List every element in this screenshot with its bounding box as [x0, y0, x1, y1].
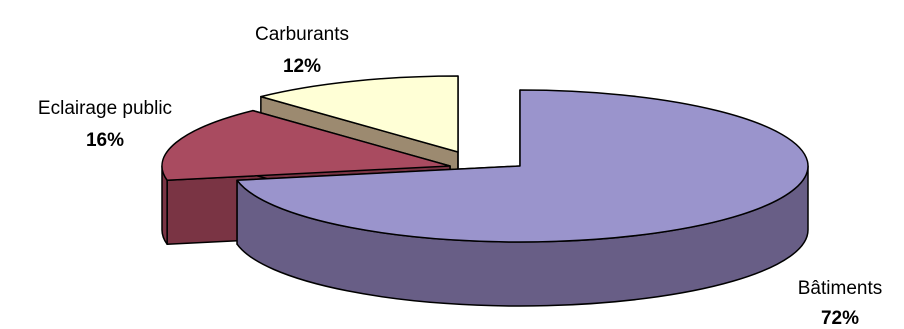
pie-slices [161, 75, 809, 307]
slice-top-batiments [236, 89, 809, 243]
label-batiments: Bâtiments [798, 278, 882, 299]
label-carburants: Carburants [255, 24, 349, 45]
slice-top-eclairage-public [161, 109, 451, 181]
value-carburants: 12% [283, 56, 321, 77]
slice-batiments [236, 89, 809, 307]
label-eclairage-public: Eclairage public [38, 98, 172, 119]
value-batiments: 72% [821, 308, 859, 329]
value-eclairage-public: 16% [86, 130, 124, 151]
slice-top-carburants [260, 75, 459, 153]
